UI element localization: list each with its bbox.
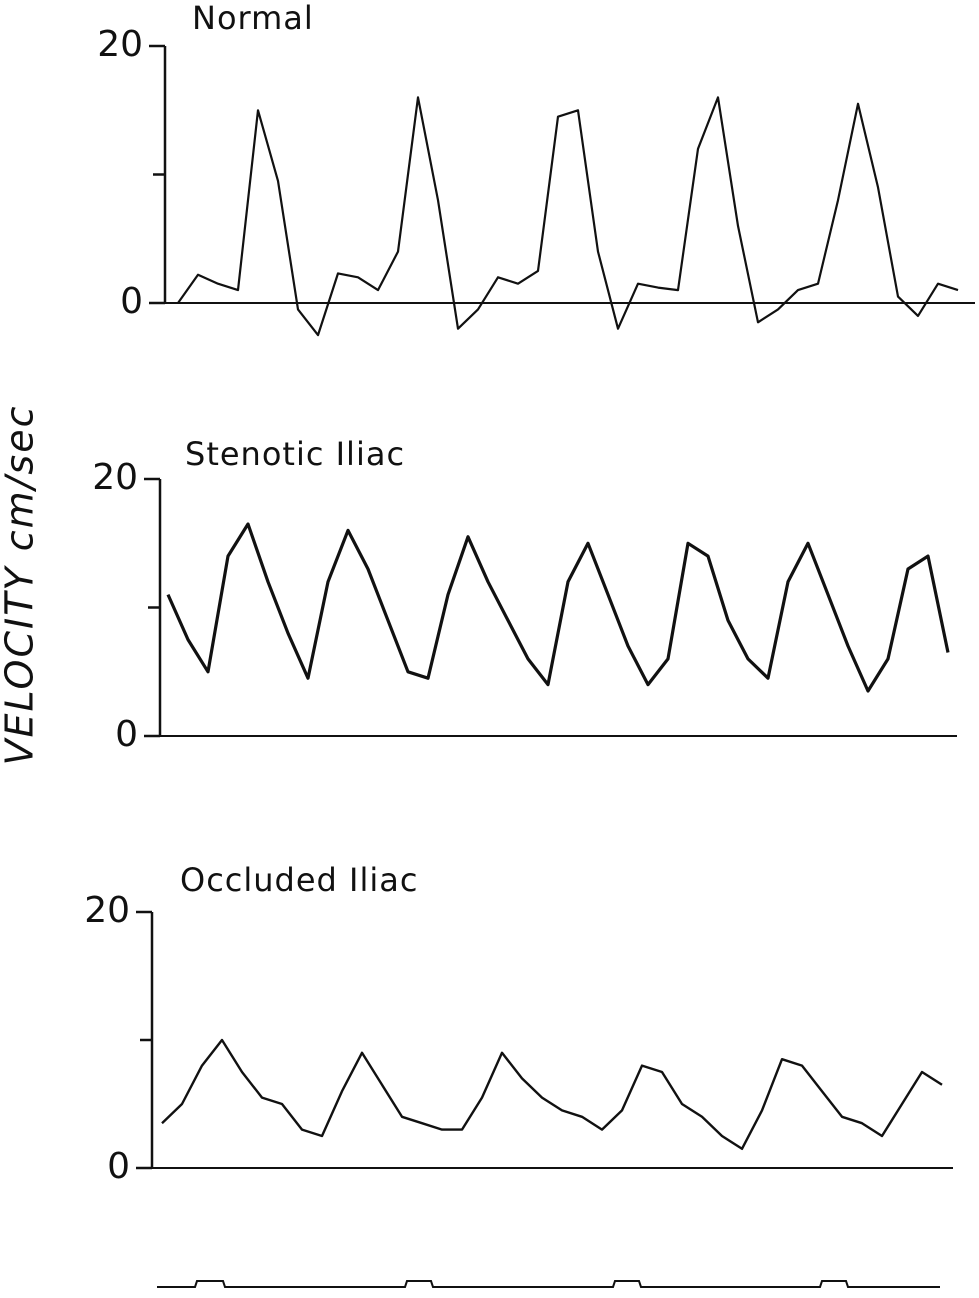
y-tick-label: 0 (120, 281, 143, 322)
waveform (177, 96, 959, 337)
y-tick-label: 20 (84, 890, 130, 931)
waveform (166, 522, 950, 693)
y-tick-label: 0 (115, 714, 138, 755)
y-tick-label: 0 (107, 1146, 130, 1187)
chart-title: Occluded Iliac (180, 861, 418, 899)
chart-title: Stenotic Iliac (185, 435, 405, 473)
timing-marker (157, 1280, 940, 1288)
waveform (161, 1038, 943, 1150)
y-tick-label: 20 (92, 457, 138, 498)
y-axis-label: VELOCITY cm/sec (0, 405, 42, 766)
chart-title: Normal (192, 0, 314, 37)
y-tick-label: 20 (97, 24, 143, 65)
